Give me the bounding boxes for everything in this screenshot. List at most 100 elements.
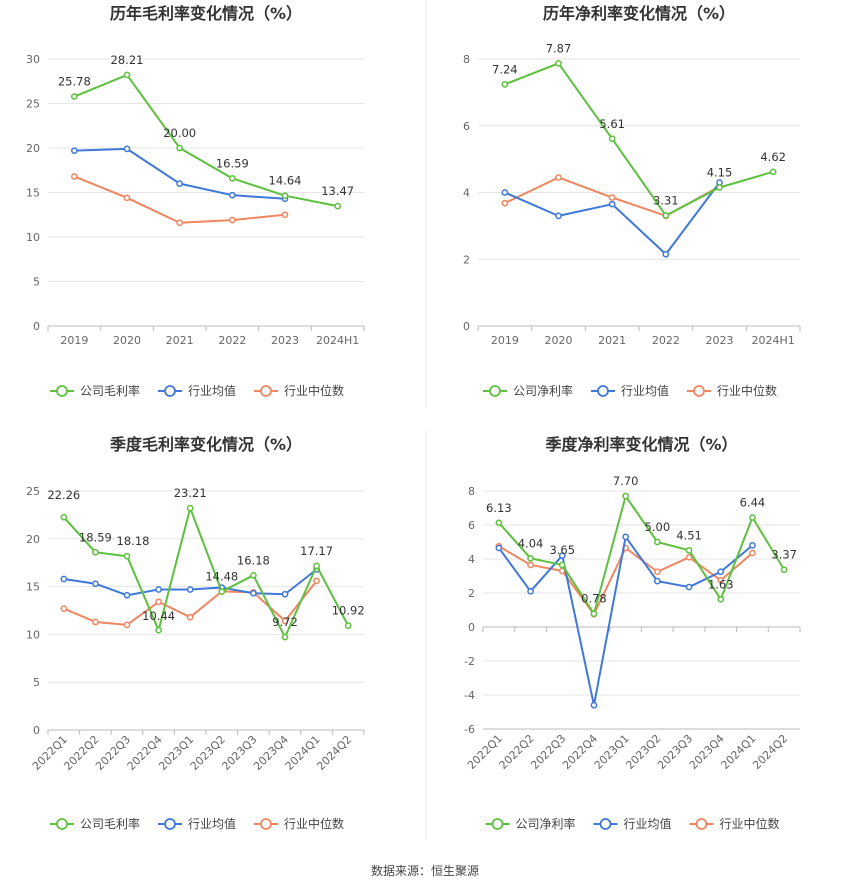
data-point <box>313 562 320 570</box>
data-label: 28.21 <box>111 53 144 67</box>
data-point <box>60 605 68 612</box>
data-point <box>527 554 534 562</box>
y-tick-label: 8 <box>468 485 475 498</box>
legend-swatch-marker <box>693 385 705 397</box>
data-point <box>495 544 503 552</box>
chart-title: 历年毛利率变化情况（%） <box>110 4 302 23</box>
legend-label: 公司净利率 <box>516 816 576 831</box>
legend-label: 行业均值 <box>621 383 669 398</box>
legend-item: 行业均值 <box>593 816 672 831</box>
chart-3: 季度毛利率变化情况（%）05101520252022Q12022Q22022Q3… <box>26 435 365 831</box>
data-point <box>186 613 194 621</box>
y-tick-label: 15 <box>26 581 40 594</box>
data-label: 3.65 <box>549 543 575 557</box>
data-point <box>186 586 194 593</box>
legend-swatch-marker <box>164 818 176 830</box>
data-label: 0.78 <box>581 592 607 606</box>
y-tick-label: 10 <box>26 628 40 641</box>
legend-item: 公司毛利率 <box>50 816 140 831</box>
x-tick-label: 2024Q2 <box>314 733 354 773</box>
data-label: 3.37 <box>771 548 797 562</box>
legend-item: 行业中位数 <box>687 383 777 398</box>
data-label: 14.64 <box>269 174 302 188</box>
y-tick-label: 4 <box>468 553 475 566</box>
x-tick-label: 2019 <box>491 334 519 347</box>
data-label: 25.78 <box>58 75 91 89</box>
data-point <box>717 576 725 584</box>
data-point <box>60 575 68 583</box>
data-point <box>92 548 99 556</box>
legend-swatch-marker <box>260 818 272 830</box>
y-tick-label: 0 <box>33 320 40 333</box>
data-label: 14.48 <box>205 570 238 584</box>
data-point <box>495 519 503 527</box>
y-tick-label: 5 <box>33 276 40 289</box>
data-label: 5.61 <box>599 117 625 131</box>
data-point <box>228 174 236 182</box>
chart-title: 季度毛利率变化情况（%） <box>109 435 302 454</box>
data-point <box>334 202 342 210</box>
data-point <box>123 621 131 629</box>
data-label: 4.15 <box>707 165 733 179</box>
x-tick-label: 2024H1 <box>752 334 795 347</box>
data-label: 9.72 <box>272 615 298 629</box>
data-point <box>749 549 756 557</box>
source-note: 数据来源：恒生聚源 <box>370 864 479 878</box>
x-tick-label: 2023 <box>271 334 299 347</box>
data-point <box>176 219 184 227</box>
data-point <box>501 189 509 196</box>
data-point <box>749 514 756 521</box>
chart-title: 历年净利率变化情况（%） <box>543 4 735 23</box>
chart-title: 季度净利率变化情况（%） <box>544 435 737 454</box>
data-label: 10.92 <box>332 604 365 618</box>
data-label: 4.04 <box>518 536 544 550</box>
data-point <box>60 513 68 521</box>
y-tick-label: 30 <box>26 53 40 66</box>
data-point <box>685 546 693 554</box>
data-point <box>501 199 509 207</box>
data-point <box>123 71 131 79</box>
legend-item: 行业均值 <box>158 383 236 398</box>
legend-label: 公司毛利率 <box>80 383 140 398</box>
data-point <box>250 571 257 579</box>
y-tick-label: 5 <box>33 676 40 689</box>
data-point <box>717 568 725 576</box>
data-label: 23.21 <box>174 486 207 500</box>
y-tick-label: 10 <box>26 231 40 244</box>
data-label: 4.62 <box>760 150 786 164</box>
data-point <box>749 542 756 549</box>
chart-2: 历年净利率变化情况（%） 0 2 4 6 8 2019 2020 2021 2022 2023 202… <box>463 4 801 398</box>
series-line-公司净利率 <box>498 495 786 615</box>
data-point <box>155 598 162 606</box>
x-tick-label: 2024H1 <box>316 334 359 347</box>
data-point <box>281 617 289 625</box>
x-tick-label: 2020 <box>113 334 141 347</box>
y-tick-label: 2 <box>468 587 475 600</box>
legend-label: 行业中位数 <box>284 816 344 831</box>
data-label: 22.26 <box>47 488 80 502</box>
legend-swatch-marker <box>599 818 612 830</box>
data-point <box>608 135 616 143</box>
y-tick-label: -6 <box>464 723 475 736</box>
y-tick-label: -2 <box>464 655 475 668</box>
data-point <box>654 568 661 576</box>
legend-swatch-marker <box>597 385 609 397</box>
legend-swatch-marker <box>489 385 501 397</box>
legend-swatch-marker <box>56 385 68 397</box>
data-label: 4.51 <box>676 528 702 542</box>
data-point <box>70 173 78 180</box>
data-label: 7.24 <box>492 62 518 76</box>
series-line-行业均值 <box>504 181 721 256</box>
legend-swatch-marker <box>491 818 504 830</box>
data-point <box>281 211 289 219</box>
chart-1: 历年毛利率变化情况（%） 0 5 10 15 20 25 30 2019 2020 2021 2022… <box>26 4 365 398</box>
legend-item: 行业均值 <box>158 816 236 831</box>
series-line-公司毛利率 <box>73 73 338 208</box>
data-point <box>555 174 562 181</box>
data-point <box>228 216 236 224</box>
y-tick-label: 4 <box>463 187 470 200</box>
y-tick-label: 8 <box>463 53 470 66</box>
data-point <box>654 538 661 546</box>
x-tick-label: 2023 <box>706 334 734 347</box>
data-point <box>780 566 788 574</box>
